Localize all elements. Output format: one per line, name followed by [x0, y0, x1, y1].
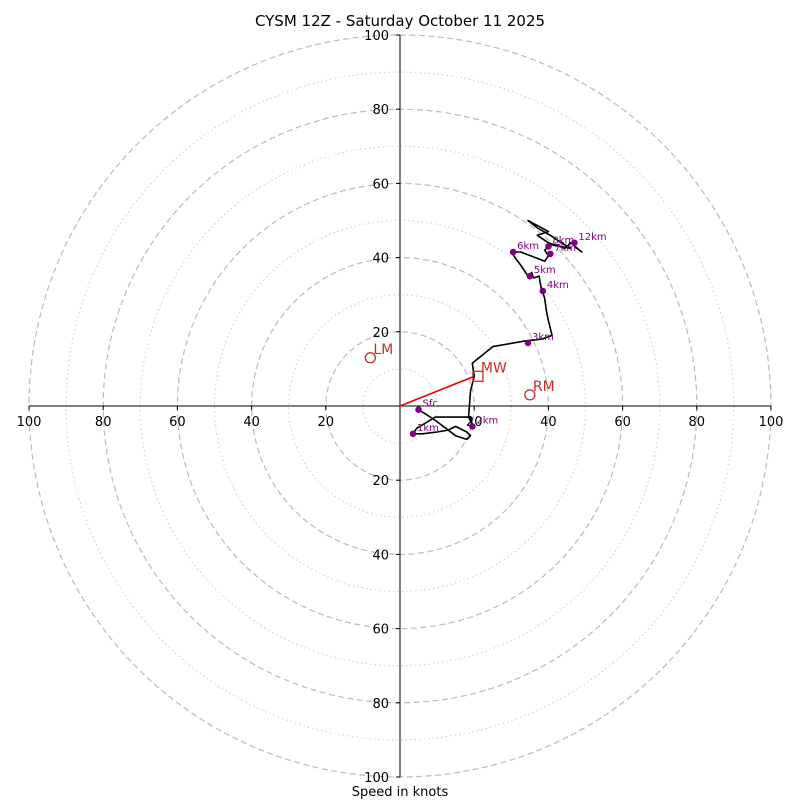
- y-tick-label: 80: [372, 697, 389, 712]
- height-label-2km: 2km: [476, 415, 498, 426]
- y-tick-label: 20: [372, 326, 389, 341]
- height-marker-6km: [509, 248, 517, 256]
- mean-wind-arrow: [399, 375, 475, 407]
- hodograph-trace: [412, 219, 583, 441]
- x-tick-label: 60: [614, 415, 631, 430]
- height-label-Sfc: Sfc: [423, 399, 438, 410]
- y-tick-label: 40: [372, 252, 389, 267]
- motion-marker-LM: [364, 352, 376, 364]
- y-tick-label: 100: [364, 771, 389, 786]
- motion-label-RM: RM: [533, 379, 555, 395]
- height-marker-3km: [524, 339, 532, 347]
- x-tick-label: 60: [169, 415, 186, 430]
- motion-label-LM: LM: [373, 342, 393, 358]
- hodograph-line: [412, 219, 583, 441]
- height-marker-12km: [571, 239, 578, 247]
- height-label-12km: 12km: [578, 232, 606, 243]
- y-tick-label: 60: [372, 623, 389, 638]
- x-tick-label: 40: [540, 415, 557, 430]
- height-marker-2km: [469, 423, 476, 430]
- height-marker-4km: [539, 287, 547, 295]
- y-tick-label: 40: [372, 548, 389, 563]
- x-tick-label: 100: [759, 415, 784, 430]
- height-marker-8km: [545, 243, 552, 250]
- height-label-8km: 8km: [552, 235, 574, 246]
- height-marker-7km: [546, 250, 554, 258]
- x-axis-label: Speed in knots: [352, 785, 449, 800]
- motion-label-MW: MW: [481, 360, 507, 376]
- height-label-7km: 7km: [554, 243, 576, 254]
- height-label-1km: 1km: [417, 423, 439, 434]
- height-label-5km: 5km: [534, 265, 556, 276]
- x-tick-label: 40: [243, 415, 260, 430]
- y-tick-label: 100: [364, 29, 389, 44]
- height-label-6km: 6km: [517, 241, 539, 252]
- height-marker-5km: [526, 272, 534, 280]
- y-tick-label: 80: [372, 103, 389, 118]
- height-marker-1km: [409, 430, 417, 438]
- height-marker-Sfc: [415, 406, 422, 414]
- height-label-4km: 4km: [547, 280, 569, 291]
- mean-wind-vector: [399, 375, 475, 407]
- x-tick-label: 100: [17, 415, 42, 430]
- storm-motion-markers: LM RM MW: [364, 342, 555, 401]
- y-tick-label: 60: [372, 177, 389, 192]
- chart-title: CYSM 12Z - Saturday October 11 2025: [255, 12, 545, 30]
- x-tick-label: 20: [318, 415, 335, 430]
- motion-marker-MW: [472, 370, 484, 382]
- height-label-3km: 3km: [532, 332, 554, 343]
- x-tick-label: 80: [95, 415, 112, 430]
- y-tick-label: 20: [372, 474, 389, 489]
- motion-marker-RM: [524, 389, 536, 401]
- x-tick-label: 80: [689, 415, 706, 430]
